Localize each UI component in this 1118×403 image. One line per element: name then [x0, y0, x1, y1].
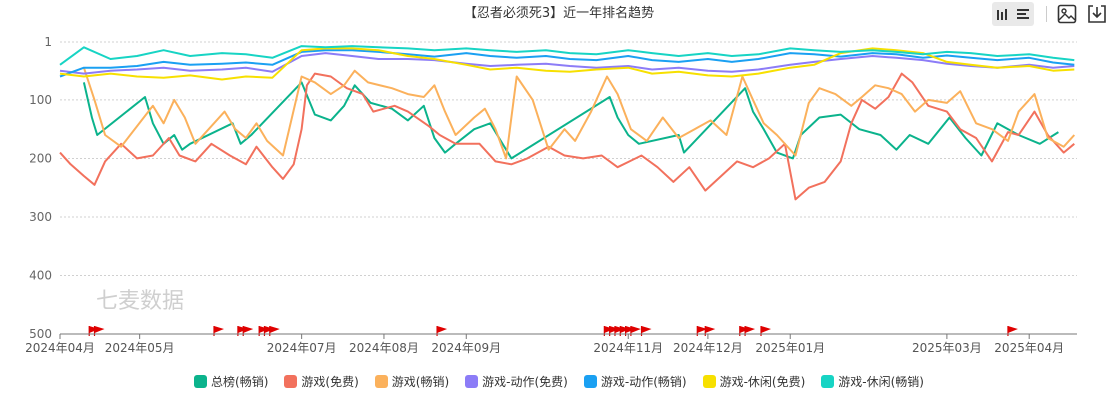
- x-tick-label: 2024年11月: [593, 341, 663, 355]
- grid-lines: [60, 41, 1077, 276]
- legend-label: 游戏(免费): [301, 375, 359, 389]
- legend-swatch: [702, 375, 716, 388]
- x-tick-label: 2024年08月: [349, 341, 419, 355]
- legend-swatch: [374, 375, 388, 388]
- legend-item[interactable]: 游戏(免费): [284, 373, 359, 390]
- legend-label: 游戏-休闲(畅销): [838, 375, 924, 389]
- x-tick-label: 2024年12月: [673, 341, 743, 355]
- legend-item[interactable]: 游戏-动作(免费): [465, 373, 568, 390]
- chart-title: 【忍者必须死3】近一年排名趋势: [463, 6, 655, 21]
- y-tick-label: 1: [44, 35, 52, 49]
- y-tick-label: 400: [29, 268, 52, 282]
- x-tick-label: 2025年03月: [912, 341, 982, 355]
- legend-swatch: [583, 375, 597, 388]
- legend-swatch: [284, 375, 298, 388]
- legend-label: 游戏(畅销): [391, 375, 450, 389]
- chart-legend: 总榜(畅销) 游戏(免费) 游戏(畅销) 游戏-动作(免费) 游戏-动作(畅销) 游戏-休…: [0, 373, 1118, 390]
- toolbar-divider: [1046, 6, 1047, 22]
- y-tick-label: 300: [29, 210, 52, 224]
- legend-swatch: [821, 375, 835, 388]
- legend-label: 游戏-动作(免费): [482, 375, 568, 389]
- legend-item[interactable]: 总榜(畅销): [194, 373, 268, 390]
- download-icon: [1088, 5, 1106, 23]
- x-tick-label: 2024年04月: [25, 341, 95, 355]
- event-flags[interactable]: [88, 326, 1018, 336]
- save-image-button[interactable]: [1056, 2, 1078, 26]
- legend-item[interactable]: 游戏-休闲(免费): [702, 373, 806, 390]
- watermark: 七麦数据: [96, 289, 185, 314]
- x-tick-label: 2024年05月: [105, 341, 175, 355]
- series-line[interactable]: [59, 72, 1075, 201]
- series-line[interactable]: [59, 47, 1075, 81]
- x-tick-label: 2025年01月: [755, 341, 825, 355]
- legend-label: 总榜(畅销): [211, 375, 269, 389]
- x-tick-label: 2024年09月: [431, 341, 501, 355]
- y-tick-label: 100: [29, 93, 52, 107]
- x-tick-label: 2025年04月: [994, 341, 1064, 355]
- legend-item[interactable]: 游戏-动作(畅销): [583, 373, 687, 390]
- y-tick-label: 500: [29, 327, 52, 341]
- legend-label: 游戏-休闲(免费): [719, 375, 806, 389]
- table-list-icon: [1017, 9, 1029, 19]
- legend-swatch: [194, 375, 208, 388]
- y-tick-label: 200: [29, 151, 52, 165]
- bar-chart-icon: [997, 9, 1007, 20]
- series-line[interactable]: [59, 45, 1075, 66]
- legend-label: 游戏-动作(畅销): [600, 375, 687, 389]
- legend-item[interactable]: 游戏-休闲(畅销): [821, 373, 924, 390]
- series-line[interactable]: [82, 67, 1076, 160]
- series-line[interactable]: [82, 81, 1059, 160]
- image-save-icon: [1057, 4, 1077, 24]
- series-lines: [59, 45, 1076, 201]
- legend-swatch: [465, 375, 479, 388]
- series-line[interactable]: [59, 52, 1075, 75]
- legend-item[interactable]: 游戏(畅销): [374, 373, 450, 390]
- chart-view-toggle[interactable]: [992, 2, 1034, 26]
- x-tick-label: 2024年07月: [267, 341, 337, 355]
- series-line[interactable]: [59, 49, 1075, 78]
- download-button[interactable]: [1086, 2, 1108, 26]
